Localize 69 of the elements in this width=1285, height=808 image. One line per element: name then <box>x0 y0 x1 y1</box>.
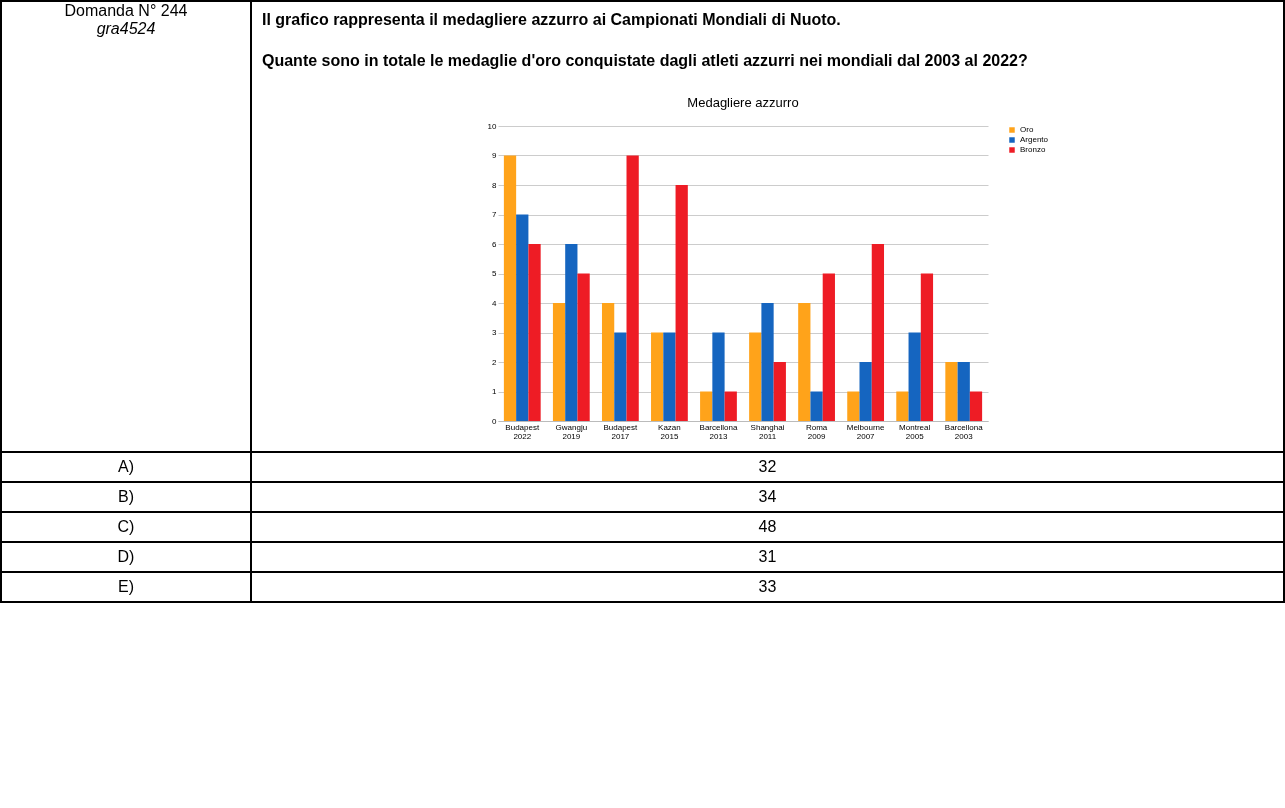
text: Domanda N° 244 <box>63 2 189 20</box>
bar <box>711 332 725 422</box>
text: B) <box>1 482 251 513</box>
text: E) <box>1 572 251 603</box>
bar <box>871 244 884 422</box>
y-tick-label: 7 <box>491 210 497 220</box>
bar <box>515 214 528 422</box>
bar <box>969 391 982 422</box>
bar <box>858 362 872 422</box>
bar <box>797 303 810 422</box>
x-tick-label: Budapest 2017 <box>602 422 638 441</box>
x-tick-label: Shanghai 2011 <box>750 422 785 441</box>
bar <box>576 273 590 422</box>
bar <box>944 362 958 422</box>
x-tick-label: Montreal 2005 <box>898 422 930 441</box>
x-tick-label: Barcellona 2013 <box>699 422 738 441</box>
text: 33 <box>251 572 1284 603</box>
bar <box>675 185 688 422</box>
text: A) <box>1 452 251 483</box>
y-tick-label: 10 <box>487 121 497 131</box>
bar <box>527 244 541 422</box>
bar <box>809 391 823 422</box>
text: Il grafico rappresenta il medagliere azzurro ai Campionati Mondiali di Nuoto. <box>261 10 842 30</box>
x-tick-label: Budapest 2022 <box>504 422 540 441</box>
bar <box>920 273 933 422</box>
text: gra4524 <box>95 20 157 38</box>
chart-title: Medagliere azzurro <box>686 95 799 111</box>
bar <box>760 303 774 422</box>
bar <box>662 332 676 422</box>
bar <box>957 362 970 422</box>
text: C) <box>1 512 251 543</box>
y-tick-label: 6 <box>491 239 497 249</box>
bar <box>895 391 909 422</box>
y-tick-label: 2 <box>491 357 497 367</box>
bar <box>748 332 761 422</box>
legend-label: Oro <box>1019 125 1034 135</box>
bar <box>908 332 921 422</box>
bar <box>724 391 737 422</box>
legend-label: Bronzo <box>1019 145 1046 155</box>
y-tick-label: 1 <box>491 387 497 397</box>
text: 48 <box>251 512 1284 543</box>
bar <box>564 244 577 422</box>
x-tick-label: Gwangju 2019 <box>555 422 587 441</box>
bar <box>846 391 859 422</box>
bar <box>626 155 639 422</box>
text: D) <box>1 542 251 573</box>
x-tick-label: Kazan 2015 <box>657 422 681 441</box>
text: 32 <box>251 452 1284 483</box>
x-tick-label: Melbourne 2007 <box>846 422 885 441</box>
y-tick-label: 8 <box>491 180 497 190</box>
legend-label: Argento <box>1019 135 1049 145</box>
x-tick-label: Roma 2009 <box>805 422 828 441</box>
bar <box>822 273 835 422</box>
text: 34 <box>251 482 1284 513</box>
bar <box>773 362 786 422</box>
y-tick-label: 0 <box>491 416 497 426</box>
y-tick-label: 5 <box>491 269 497 279</box>
y-tick-label: 3 <box>491 328 497 338</box>
y-tick-label: 4 <box>491 298 497 308</box>
bar <box>601 303 614 422</box>
bar <box>699 391 712 422</box>
text: Quante sono in totale le medaglie d'oro conquistate dagli atleti azzurri nei mondiali dal 2003 al 2022? <box>261 51 1029 71</box>
bar <box>613 332 627 422</box>
y-tick-label: 9 <box>491 151 497 161</box>
bar <box>552 303 565 422</box>
bar <box>650 332 663 422</box>
x-tick-label: Barcellona 2003 <box>944 422 983 441</box>
bar <box>503 155 516 422</box>
text: 31 <box>251 542 1284 573</box>
